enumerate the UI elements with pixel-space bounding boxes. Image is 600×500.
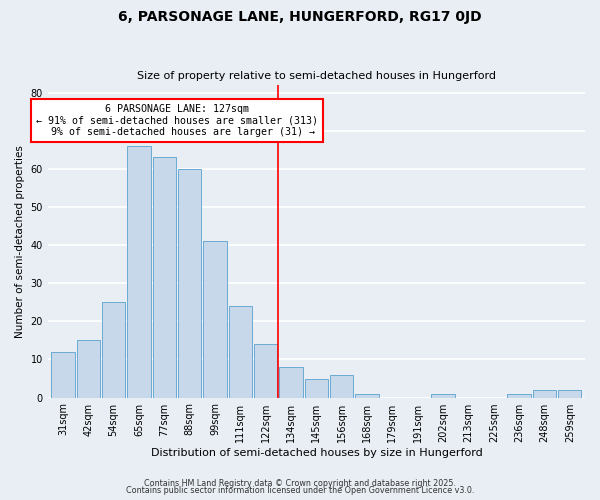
Bar — [558, 390, 581, 398]
X-axis label: Distribution of semi-detached houses by size in Hungerford: Distribution of semi-detached houses by … — [151, 448, 482, 458]
Bar — [127, 146, 151, 398]
Bar — [280, 367, 303, 398]
Bar — [52, 352, 74, 398]
Bar — [229, 306, 252, 398]
Text: Contains public sector information licensed under the Open Government Licence v3: Contains public sector information licen… — [126, 486, 474, 495]
Bar — [77, 340, 100, 398]
Text: 6 PARSONAGE LANE: 127sqm
← 91% of semi-detached houses are smaller (313)
  9% of: 6 PARSONAGE LANE: 127sqm ← 91% of semi-d… — [36, 104, 318, 138]
Y-axis label: Number of semi-detached properties: Number of semi-detached properties — [15, 145, 25, 338]
Bar — [330, 374, 353, 398]
Bar — [508, 394, 531, 398]
Bar — [533, 390, 556, 398]
Text: Contains HM Land Registry data © Crown copyright and database right 2025.: Contains HM Land Registry data © Crown c… — [144, 478, 456, 488]
Bar — [152, 158, 176, 398]
Bar — [203, 242, 227, 398]
Bar — [254, 344, 277, 398]
Bar — [355, 394, 379, 398]
Title: Size of property relative to semi-detached houses in Hungerford: Size of property relative to semi-detach… — [137, 72, 496, 82]
Bar — [431, 394, 455, 398]
Bar — [305, 378, 328, 398]
Bar — [102, 302, 125, 398]
Bar — [178, 169, 202, 398]
Text: 6, PARSONAGE LANE, HUNGERFORD, RG17 0JD: 6, PARSONAGE LANE, HUNGERFORD, RG17 0JD — [118, 10, 482, 24]
